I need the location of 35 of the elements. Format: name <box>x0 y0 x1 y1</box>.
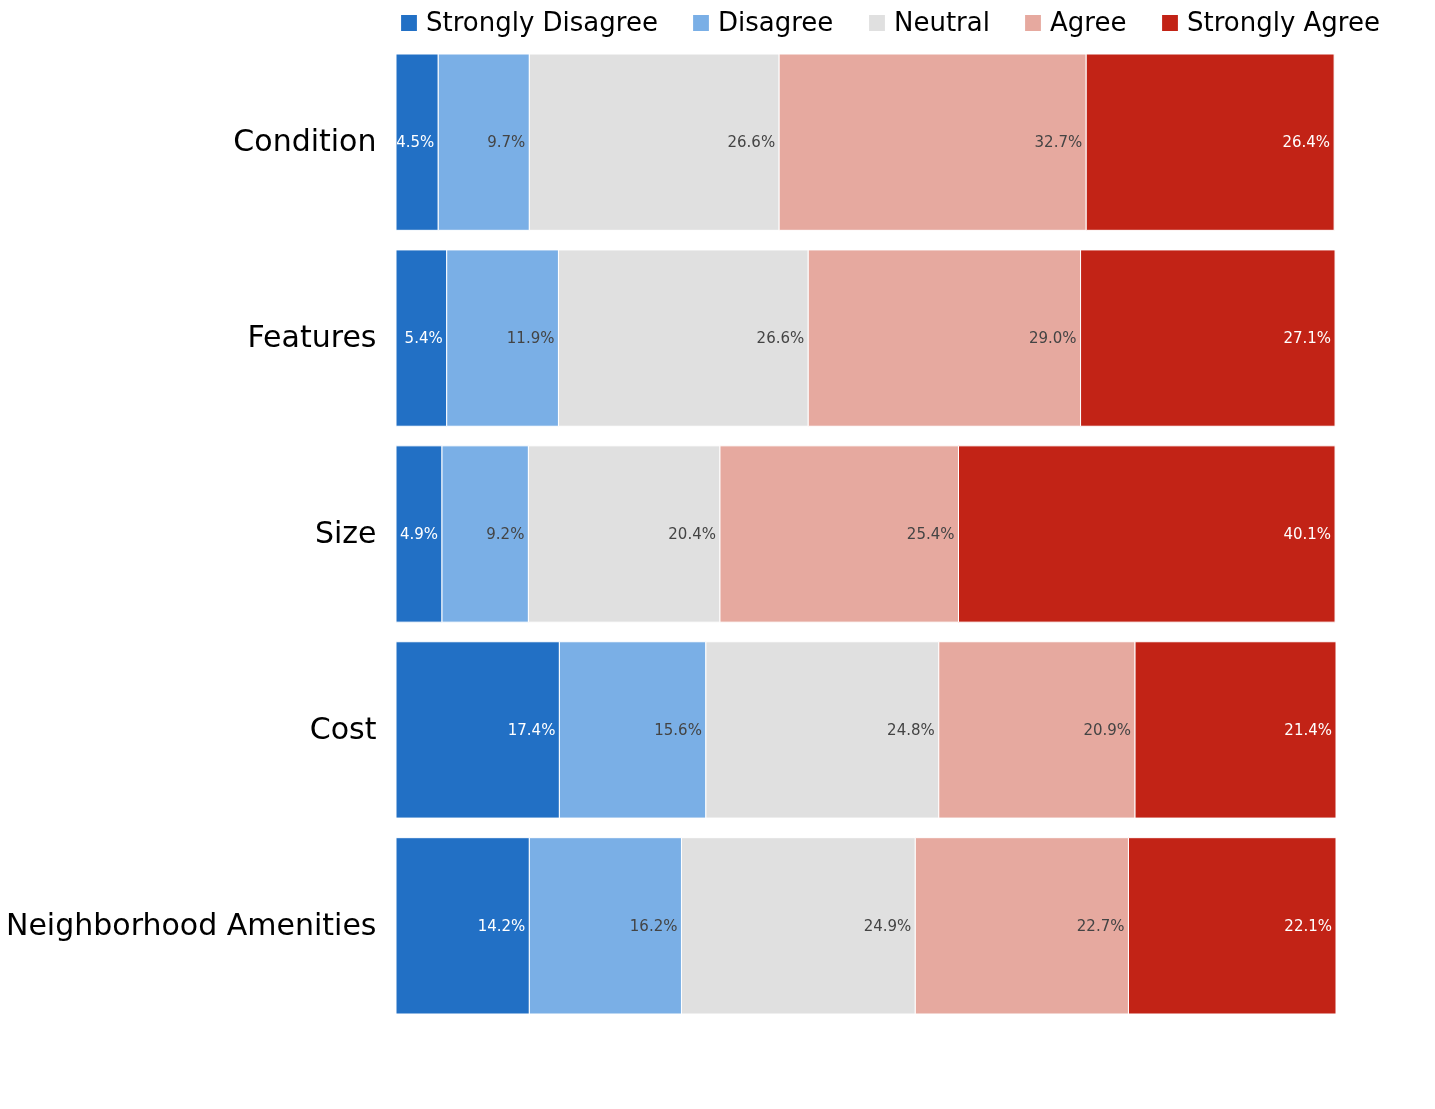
data-label: 4.9% <box>399 525 439 543</box>
data-label: 22.1% <box>1284 916 1332 935</box>
data-label: 40.1% <box>1283 525 1332 543</box>
legend-label: Strongly Agree <box>1187 7 1380 37</box>
data-label: 27.1% <box>1283 329 1332 348</box>
y-tick-label: Condition <box>233 123 377 159</box>
data-label: 4.5% <box>396 133 435 152</box>
data-label: 24.8% <box>887 720 935 739</box>
data-label: 17.4% <box>507 720 556 739</box>
y-tick-label: Size <box>314 515 377 550</box>
data-label: 5.4% <box>404 329 443 348</box>
legend-label: Strongly Disagree <box>426 7 658 37</box>
data-label: 26.6% <box>727 133 776 152</box>
legend-label: Agree <box>1050 7 1127 37</box>
y-tick-label: Neighborhood Amenities <box>5 906 377 942</box>
data-label: 15.6% <box>654 720 702 739</box>
legend-label: Disagree <box>718 7 834 37</box>
y-tick-label: Cost <box>309 710 377 746</box>
data-label: 11.9% <box>506 329 555 348</box>
data-label: 32.7% <box>1034 133 1083 152</box>
data-label: 21.4% <box>1284 720 1332 739</box>
data-label: 20.4% <box>668 525 716 543</box>
legend-label: Neutral <box>894 7 990 37</box>
data-label: 9.7% <box>487 133 526 152</box>
data-label: 26.6% <box>756 329 805 348</box>
data-label: 14.2% <box>477 916 526 935</box>
data-label: 9.2% <box>486 525 525 543</box>
data-label: 20.9% <box>1083 720 1132 739</box>
data-label: 29.0% <box>1028 329 1077 348</box>
data-label: 25.4% <box>906 525 955 543</box>
data-label: 24.9% <box>863 916 912 935</box>
data-label: 26.4% <box>1282 133 1331 152</box>
data-label: 22.7% <box>1076 916 1125 935</box>
y-tick-label: Features <box>247 319 377 355</box>
data-label: 16.2% <box>629 916 678 935</box>
